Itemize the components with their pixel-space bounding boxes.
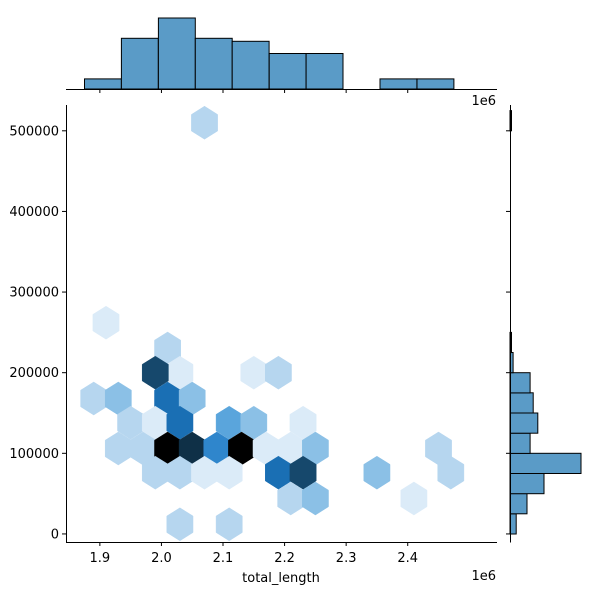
right-histogram-bar (509, 372, 531, 394)
top-marginal-ticks (99, 89, 409, 93)
top-histogram-bar (305, 53, 344, 90)
hexbin-cell (215, 507, 243, 542)
x-tick-label: 1.9 (90, 551, 111, 566)
hexbin-cell (302, 481, 329, 516)
hexbin-cell (437, 455, 465, 490)
right-histogram-bar (509, 432, 531, 454)
y-tick-label: 300000 (9, 286, 59, 301)
top-histogram-bar (231, 40, 270, 90)
top-marginal-histogram (84, 17, 455, 90)
hexbin-cell (191, 105, 218, 140)
right-marginal-ticks (506, 130, 510, 535)
x-tick-label: 2.2 (274, 551, 295, 566)
x-tick-label: 2.0 (151, 551, 172, 566)
hexbin-layer (80, 105, 465, 542)
hexbin-cell (215, 455, 243, 490)
top-offset-label: 1e6 (471, 94, 496, 109)
x-tick-label: 2.4 (397, 551, 418, 566)
hexbin-cell (240, 405, 268, 440)
top-histogram-bar (157, 17, 196, 90)
right-marginal-histogram (509, 110, 582, 535)
top-histogram-bar (84, 78, 122, 90)
hexbin-cell (166, 405, 194, 440)
right-histogram-bar (509, 392, 534, 414)
right-histogram-bar (509, 473, 545, 495)
top-histogram-bar (416, 78, 455, 90)
y-tick-label: 500000 (9, 124, 59, 139)
y-tick-label: 400000 (9, 205, 59, 220)
y-tick-label: 100000 (9, 447, 59, 462)
x-tick-label: 2.3 (336, 551, 357, 566)
y-tick-label: 0 (51, 527, 59, 542)
top-histogram-bar (268, 53, 307, 90)
hexbin-cell (289, 405, 317, 440)
right-histogram-bar (509, 452, 582, 474)
y-tick-label: 200000 (9, 366, 59, 381)
x-ticks: 1.9 2.0 2.1 2.2 2.3 2.4 (90, 542, 418, 566)
hexbin-cell (92, 305, 120, 340)
x-axis-label: total_length (242, 571, 320, 586)
hexbin-cell (400, 481, 428, 516)
x-tick-label: 2.1 (213, 551, 234, 566)
right-histogram-bar (509, 412, 539, 434)
x-offset-label: 1e6 (471, 569, 496, 584)
hexbin-cell (166, 507, 194, 542)
right-histogram-bar (509, 493, 528, 515)
hexbin-cell (289, 455, 317, 490)
axes: 1.9 2.0 2.1 2.2 2.3 2.4 0 100000 200000 300000 40… (9, 89, 511, 586)
hexbin-cell (265, 355, 292, 390)
top-histogram-bar (194, 37, 233, 90)
hexbin-cell (363, 455, 391, 490)
hexbin-cell (141, 355, 169, 390)
top-histogram-bar (379, 78, 418, 90)
y-ticks: 0 100000 200000 300000 400000 500000 (9, 124, 66, 542)
top-histogram-bar (120, 37, 159, 90)
